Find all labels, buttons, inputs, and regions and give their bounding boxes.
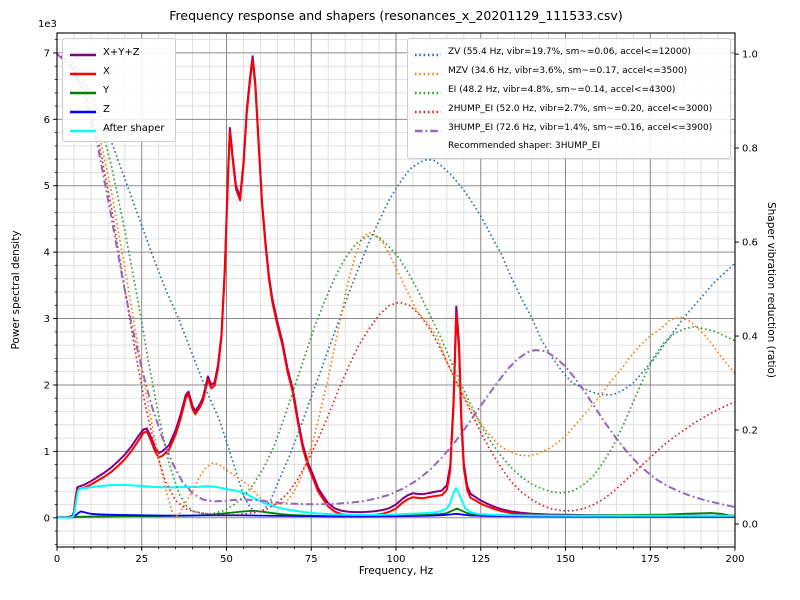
legend-item: EI (48.2 Hz, vibr=4.8%, sm~=0.14, accel<…: [415, 81, 723, 100]
series-X: [57, 58, 735, 519]
x-tick-label: 75: [305, 554, 318, 565]
x-tick-label: 0: [54, 554, 60, 565]
legend-item: MZV (34.6 Hz, vibr=3.6%, sm~=0.17, accel…: [415, 62, 723, 81]
legend-item: After shaper: [70, 119, 168, 138]
series-3HUMP_EI: [56, 53, 736, 509]
series-MZV: [56, 53, 736, 518]
x-tick-label: 125: [471, 554, 490, 565]
legend-item-label: Y: [103, 84, 110, 96]
y-left-tick-label: 3: [44, 314, 50, 325]
legend-line-swatch: [70, 43, 96, 62]
y-right-tick-label: 0.6: [742, 238, 758, 249]
legend-item: 3HUMP_EI (72.6 Hz, vibr=1.4%, sm~=0.16, …: [415, 119, 723, 138]
legend-line-swatch: [70, 81, 96, 100]
legend-item-label: Recommended shaper: 3HUMP_EI: [448, 141, 601, 152]
y-left-tick-label: 0: [44, 513, 50, 524]
legend-item-label: 3HUMP_EI (72.6 Hz, vibr=1.4%, sm~=0.16, …: [448, 123, 713, 134]
legend-item: 2HUMP_EI (52.0 Hz, vibr=2.7%, sm~=0.20, …: [415, 100, 723, 119]
y-right-tick-label: 0.8: [742, 144, 758, 155]
chart-title: Frequency response and shapers (resonanc…: [169, 8, 623, 23]
legend-line-swatch: [415, 119, 441, 138]
legend-item-label: ZV (55.4 Hz, vibr=19.7%, sm~=0.06, accel…: [448, 47, 691, 58]
y-axis-label-left: Power spectral density: [10, 230, 22, 350]
y-left-tick-label: 4: [44, 248, 50, 259]
legend-item: X+Y+Z: [70, 43, 168, 62]
x-tick-label: 200: [725, 554, 744, 565]
legend-item: Z: [70, 100, 168, 119]
x-tick-label: 150: [556, 554, 575, 565]
y-right-tick-label: 0.0: [742, 519, 758, 530]
legend-item: Y: [70, 81, 168, 100]
series-Z: [57, 510, 735, 519]
y-right-tick-label: 0.4: [742, 332, 758, 343]
y-axis-offset-label: 1e3: [38, 19, 57, 30]
legend-line-swatch: [70, 119, 96, 138]
x-tick-label: 175: [641, 554, 660, 565]
legend-item-label: 2HUMP_EI (52.0 Hz, vibr=2.7%, sm~=0.20, …: [448, 104, 713, 115]
legend-line-swatch: [415, 81, 441, 100]
tick-labels: 0 25 50 75 100 125 150 175 200 0 1 2 3 4 5 6 7 0.0 0.2 0.4 0…: [44, 48, 758, 565]
x-tick-label: 50: [220, 554, 233, 565]
y-left-tick-label: 5: [44, 181, 50, 192]
shaper-legend: ZV (55.4 Hz, vibr=19.7%, sm~=0.06, accel…: [407, 38, 731, 159]
psd-legend: X+Y+Z X Y Z After shaper: [62, 38, 176, 142]
legend-line-swatch: [70, 100, 96, 119]
series-After shaper: [57, 483, 735, 519]
legend-line-swatch: [415, 43, 441, 62]
y-axis-label-right: Shaper vibration reduction (ratio): [765, 201, 777, 379]
x-axis-label: Frequency, Hz: [358, 565, 434, 577]
y-left-tick-label: 6: [44, 115, 50, 126]
x-tick-label: 100: [386, 554, 405, 565]
legend-line-swatch: [415, 100, 441, 119]
legend-item: Recommended shaper: 3HUMP_EI: [415, 138, 723, 155]
legend-item-label: X: [103, 65, 110, 77]
y-right-tick-label: 0.2: [742, 426, 758, 437]
legend-item-label: After shaper: [103, 122, 165, 134]
legend-item-label: X+Y+Z: [103, 46, 140, 58]
legend-line-swatch: [70, 62, 96, 81]
legend-item-label: MZV (34.6 Hz, vibr=3.6%, sm~=0.17, accel…: [448, 66, 688, 77]
y-right-tick-label: 1.0: [742, 50, 758, 61]
series-ZV: [56, 53, 736, 514]
y-left-tick-label: 1: [44, 447, 50, 458]
legend-line-swatch: [415, 62, 441, 81]
axis-frame: [53, 32, 739, 551]
y-left-tick-label: 2: [44, 380, 50, 391]
legend-item-label: EI (48.2 Hz, vibr=4.8%, sm~=0.14, accel<…: [448, 85, 676, 96]
legend-item: X: [70, 62, 168, 81]
legend-item-label: Z: [103, 103, 110, 115]
x-tick-label: 25: [135, 554, 148, 565]
legend-item: ZV (55.4 Hz, vibr=19.7%, sm~=0.06, accel…: [415, 43, 723, 62]
y-left-tick-label: 7: [44, 48, 50, 59]
